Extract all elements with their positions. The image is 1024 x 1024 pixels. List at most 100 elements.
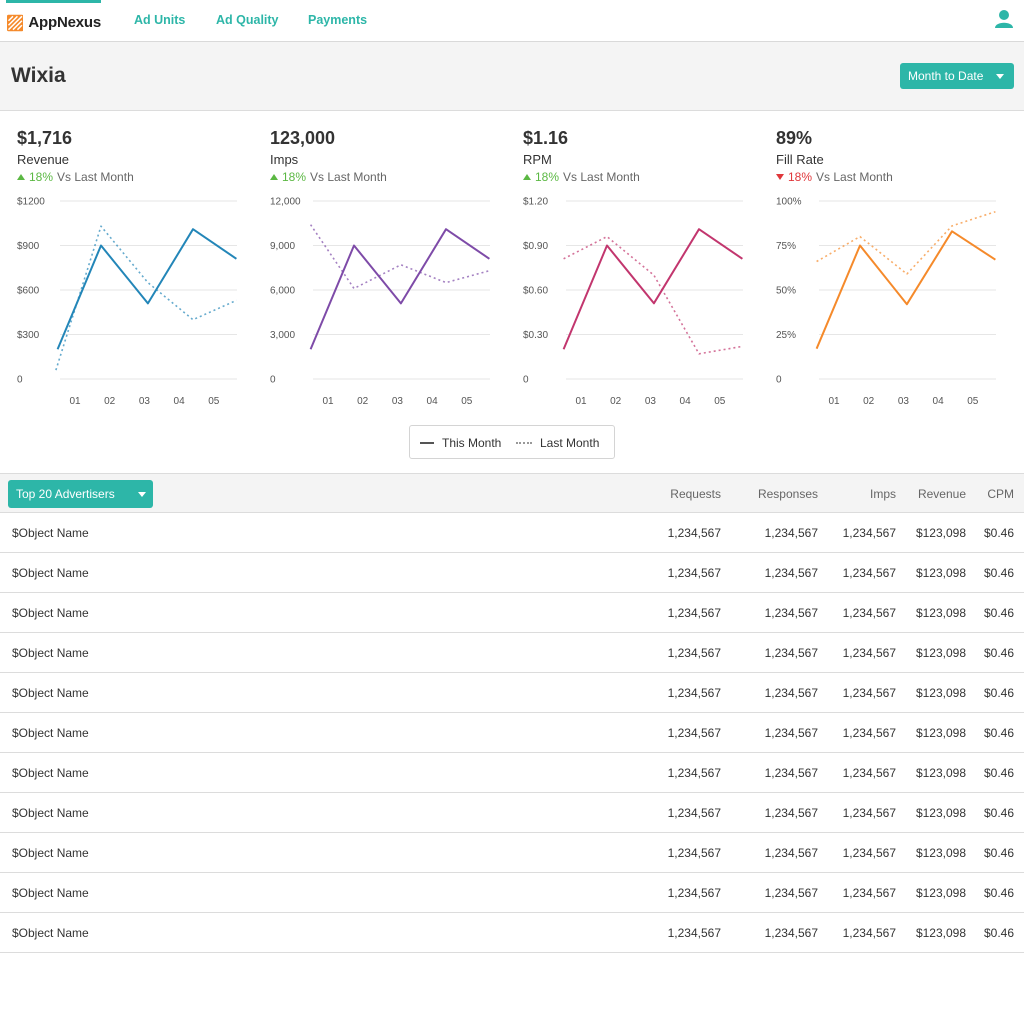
series-line-last-month [55,225,237,371]
cell-requests: 1,234,567 [667,686,721,700]
cell-requests: 1,234,567 [667,726,721,740]
cell-responses: 1,234,567 [764,566,818,580]
y-tick-label: 3,000 [270,330,295,341]
legend-label: Last Month [540,436,600,450]
nav-ad-quality[interactable]: Ad Quality [216,13,279,27]
user-icon[interactable] [994,9,1014,29]
table-row[interactable]: $Object Name 1,234,567 1,234,567 1,234,567 $… [0,793,1024,833]
metric-label: Imps [270,152,299,167]
x-tick-label: 05 [967,396,979,407]
table-row[interactable]: $Object Name 1,234,567 1,234,567 1,234,567 $… [0,873,1024,913]
object-name: $Object Name [12,846,89,860]
cell-revenue: $123,098 [915,926,966,940]
metric-label: Fill Rate [776,152,824,167]
cell-cpm: $0.46 [983,726,1014,740]
change-percent: 18% [535,170,560,184]
y-tick-label: $1.20 [523,197,548,208]
object-name: $Object Name [12,926,89,940]
cell-responses: 1,234,567 [764,926,818,940]
table-row[interactable]: $Object Name 1,234,567 1,234,567 1,234,567 $… [0,513,1024,553]
cell-responses: 1,234,567 [764,686,818,700]
table-row[interactable]: $Object Name 1,234,567 1,234,567 1,234,567 $… [0,833,1024,873]
column-header-responses[interactable]: Responses [757,487,818,501]
cell-imps: 1,234,567 [842,646,896,660]
change-percent: 18% [29,170,54,184]
x-tick-label: 03 [898,396,910,407]
cell-requests: 1,234,567 [667,846,721,860]
chevron-down-icon [996,74,1004,79]
brand-name: AppNexus [28,14,101,31]
nav-ad-units[interactable]: Ad Units [134,13,186,27]
x-tick-label: 05 [714,396,726,407]
y-tick-label: 12,000 [270,197,301,208]
object-name: $Object Name [12,886,89,900]
metric-rpm: $1.16 RPM 18% Vs Last Month [523,128,763,184]
column-header-requests[interactable]: Requests [670,487,721,501]
dotted-line-icon [516,442,532,444]
cell-requests: 1,234,567 [667,646,721,660]
x-tick-label: 04 [933,396,945,407]
x-tick-label: 01 [828,396,840,407]
cell-cpm: $0.46 [983,926,1014,940]
change-comparison: Vs Last Month [57,170,134,184]
series-line-last-month [816,210,996,275]
column-header-revenue[interactable]: Revenue [917,487,966,501]
cell-revenue: $123,098 [915,526,966,540]
column-header-cpm[interactable]: CPM [987,487,1014,501]
metric-imps: 123,000 Imps 18% Vs Last Month [270,128,510,184]
x-tick-label: 03 [139,396,151,407]
cell-requests: 1,234,567 [667,806,721,820]
cell-cpm: $0.46 [983,646,1014,660]
change-comparison: Vs Last Month [310,170,387,184]
table-row[interactable]: $Object Name 1,234,567 1,234,567 1,234,567 $… [0,633,1024,673]
nav-payments[interactable]: Payments [308,13,368,27]
cell-requests: 1,234,567 [667,566,721,580]
y-tick-label: $900 [17,241,40,252]
x-tick-label: 04 [427,396,439,407]
y-tick-label: 9,000 [270,241,295,252]
cell-revenue: $123,098 [915,846,966,860]
advertisers-dropdown[interactable]: Top 20 Advertisers [8,480,153,508]
metric-value: 89% [776,128,813,148]
change-percent: 18% [788,170,813,184]
object-name: $Object Name [12,606,89,620]
object-name: $Object Name [12,726,89,740]
y-tick-label: 6,000 [270,286,295,297]
y-tick-label: $600 [17,286,40,297]
x-tick-label: 02 [863,396,875,407]
legend-label: This Month [442,436,502,450]
column-header-imps[interactable]: Imps [869,487,896,501]
metric-revenue: $1,716 Revenue 18% Vs Last Month [17,128,257,184]
legend-this-month: This Month [420,436,501,450]
y-tick-label: 75% [776,241,796,252]
x-tick-label: 03 [645,396,657,407]
cell-cpm: $0.46 [983,566,1014,580]
y-tick-label: 0 [776,375,782,386]
y-tick-label: 0 [270,375,276,386]
cell-revenue: $123,098 [915,806,966,820]
table-row[interactable]: $Object Name 1,234,567 1,234,567 1,234,567 $… [0,713,1024,753]
appnexus-logo-icon [7,14,24,31]
table-row[interactable]: $Object Name 1,234,567 1,234,567 1,234,567 $… [0,553,1024,593]
cell-responses: 1,234,567 [764,886,818,900]
chevron-down-icon [138,492,146,497]
period-dropdown[interactable]: Month to Date [900,63,1014,89]
table-row[interactable]: $Object Name 1,234,567 1,234,567 1,234,567 $… [0,673,1024,713]
series-line-this-month [562,228,743,350]
table-row[interactable]: $Object Name 1,234,567 1,234,567 1,234,567 $… [0,593,1024,633]
fill-rate-chart: 0 25% 50% 75% 100% 01 02 03 04 05 [776,197,996,407]
series-line-last-month [563,235,743,355]
cell-cpm: $0.46 [983,606,1014,620]
appnexus-logo[interactable]: AppNexus [6,0,101,42]
table-row[interactable]: $Object Name 1,234,567 1,234,567 1,234,567 $… [0,753,1024,793]
table-row[interactable]: $Object Name 1,234,567 1,234,567 1,234,567 $… [0,913,1024,953]
cell-cpm: $0.46 [983,806,1014,820]
cell-responses: 1,234,567 [764,526,818,540]
cell-revenue: $123,098 [915,566,966,580]
cell-responses: 1,234,567 [764,806,818,820]
cell-imps: 1,234,567 [842,846,896,860]
cell-imps: 1,234,567 [842,886,896,900]
y-tick-label: $0.60 [523,286,548,297]
y-tick-label: 50% [776,286,796,297]
metric-change: 18% Vs Last Month [776,170,1016,184]
